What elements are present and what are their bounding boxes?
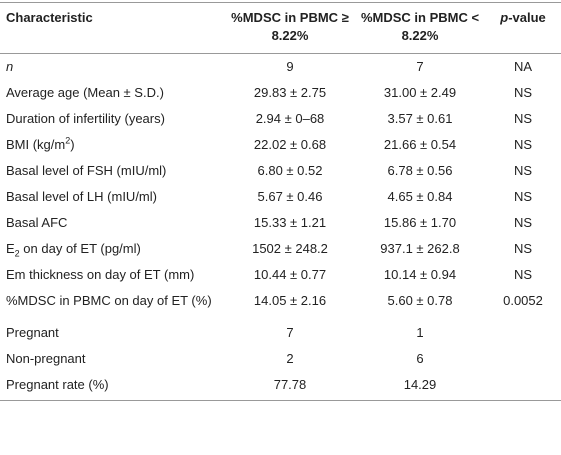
table-row: Basal AFC 15.33 ± 1.21 15.86 ± 1.70 NS bbox=[0, 210, 561, 236]
data-cell: NS bbox=[513, 267, 533, 282]
text-segment: %MDSC in PBMC on day of ET (%) bbox=[6, 293, 212, 308]
data-cell: 77.78 bbox=[225, 372, 355, 401]
row-label: Basal AFC bbox=[0, 210, 225, 236]
row-label: BMI (kg/m2) bbox=[0, 132, 225, 158]
text-segment: Basal level of FSH (mIU/ml) bbox=[6, 163, 167, 178]
data-cell: NS bbox=[513, 241, 533, 256]
data-cell: 31.00 ± 2.49 bbox=[383, 85, 457, 100]
data-cell: 14.29 bbox=[355, 372, 485, 401]
table-row: %MDSC in PBMC on day of ET (%) 14.05 ± 2.… bbox=[0, 288, 561, 320]
header-row: Characteristic %MDSC in PBMC ≥ 8.22% %MDSC… bbox=[0, 2, 561, 54]
row-label: Em thickness on day of ET (mm) bbox=[0, 262, 225, 288]
data-cell: 10.44 ± 0.77 bbox=[253, 267, 327, 282]
table-row: Pregnant 7 1 bbox=[0, 320, 561, 346]
table-row: Non-pregnant 2 6 bbox=[0, 346, 561, 372]
text-segment: n bbox=[6, 59, 14, 74]
text-segment: on day of ET (pg/ml) bbox=[19, 241, 141, 256]
data-cell: 10.14 ± 0.94 bbox=[383, 267, 457, 282]
data-cell: NS bbox=[513, 137, 533, 152]
text-segment: Pregnant rate (%) bbox=[6, 377, 109, 392]
table-row: Duration of infertility (years) 2.94 ± 0–… bbox=[0, 106, 561, 132]
header-cell: Characteristic bbox=[0, 2, 225, 54]
data-cell: 6 bbox=[416, 351, 424, 366]
row-label: E2 on day of ET (pg/ml) bbox=[0, 236, 225, 262]
table-row: BMI (kg/m2) 22.02 ± 0.68 21.66 ± 0.54 NS bbox=[0, 132, 561, 158]
table-body: n 9 7 NA Average age (Mean ± S.D.) 29.83 ± 2.… bbox=[0, 54, 561, 401]
data-cell: NS bbox=[513, 189, 533, 204]
data-cell: 29.83 ± 2.75 bbox=[253, 85, 327, 100]
header-cell: %MDSC in PBMC ≥ 8.22% bbox=[225, 2, 355, 54]
table-row: Basal level of LH (mIU/ml) 5.67 ± 0.46 4.6… bbox=[0, 184, 561, 210]
data-table: Characteristic %MDSC in PBMC ≥ 8.22% %MDSC… bbox=[0, 2, 561, 401]
text-segment: BMI (kg/m bbox=[6, 137, 66, 152]
data-cell: 2 bbox=[286, 351, 294, 366]
data-cell: 7 bbox=[286, 325, 294, 340]
text-segment: Basal level of LH (mIU/ml) bbox=[6, 189, 157, 204]
text-segment: 2 bbox=[14, 248, 20, 259]
data-cell: 1 bbox=[416, 325, 424, 340]
data-cell: 22.02 ± 0.68 bbox=[253, 137, 327, 152]
data-cell: 7 bbox=[416, 59, 424, 74]
data-cell: NA bbox=[513, 59, 533, 74]
text-segment: p bbox=[500, 10, 509, 25]
text-segment: Non-pregnant bbox=[6, 351, 86, 366]
data-cell: 3.57 ± 0.61 bbox=[387, 111, 453, 126]
text-segment: -value bbox=[508, 10, 546, 25]
text-segment: 2 bbox=[65, 135, 71, 146]
data-cell: 9 bbox=[286, 59, 294, 74]
data-cell: NS bbox=[513, 85, 533, 100]
data-cell: 15.33 ± 1.21 bbox=[253, 215, 327, 230]
data-cell: 21.66 ± 0.54 bbox=[383, 137, 457, 152]
table-row: Pregnant rate (%) 77.78 14.29 bbox=[0, 372, 561, 401]
text-segment: %MDSC in PBMC < 8.22% bbox=[360, 10, 480, 43]
row-label: Non-pregnant bbox=[0, 346, 225, 372]
table-row: Em thickness on day of ET (mm) 10.44 ± 0.… bbox=[0, 262, 561, 288]
data-cell: 937.1 ± 262.8 bbox=[380, 241, 460, 256]
data-cell: NS bbox=[513, 111, 533, 126]
data-cell: 6.80 ± 0.52 bbox=[257, 163, 323, 178]
row-label: %MDSC in PBMC on day of ET (%) bbox=[0, 288, 225, 320]
row-label: Pregnant bbox=[0, 320, 225, 346]
data-cell: 15.86 ± 1.70 bbox=[383, 215, 457, 230]
row-label: Average age (Mean ± S.D.) bbox=[0, 80, 225, 106]
data-cell: 14.05 ± 2.16 bbox=[253, 293, 327, 308]
text-segment: Characteristic bbox=[6, 10, 93, 25]
data-cell: 1502 ± 248.2 bbox=[252, 241, 328, 256]
row-label: Duration of infertility (years) bbox=[0, 106, 225, 132]
data-cell: NS bbox=[513, 215, 533, 230]
data-cell: 0.0052 bbox=[503, 293, 543, 308]
data-cell: 4.65 ± 0.84 bbox=[387, 189, 453, 204]
text-segment: E bbox=[6, 241, 15, 256]
row-label: Basal level of LH (mIU/ml) bbox=[0, 184, 225, 210]
text-segment: Average age (Mean ± S.D.) bbox=[6, 85, 164, 100]
table-row: E2 on day of ET (pg/ml) 1502 ± 248.2 937.1… bbox=[0, 236, 561, 262]
data-cell: 2.94 ± 0–68 bbox=[255, 111, 325, 126]
text-segment: Basal AFC bbox=[6, 215, 68, 230]
data-cell: 5.67 ± 0.46 bbox=[257, 189, 323, 204]
data-cell: 6.78 ± 0.56 bbox=[387, 163, 453, 178]
row-label: Basal level of FSH (mIU/ml) bbox=[0, 158, 225, 184]
data-cell: NS bbox=[513, 163, 533, 178]
row-label: n bbox=[0, 54, 225, 81]
data-cell bbox=[485, 372, 561, 401]
text-segment: ) bbox=[70, 137, 75, 152]
table-row: Average age (Mean ± S.D.) 29.83 ± 2.75 31.… bbox=[0, 80, 561, 106]
header-cell: %MDSC in PBMC < 8.22% bbox=[355, 2, 485, 54]
text-segment: Duration of infertility (years) bbox=[6, 111, 165, 126]
text-segment: Em thickness on day of ET (mm) bbox=[6, 267, 195, 282]
data-cell bbox=[485, 320, 561, 346]
table-row: Basal level of FSH (mIU/ml) 6.80 ± 0.52 6.… bbox=[0, 158, 561, 184]
data-cell bbox=[485, 346, 561, 372]
text-segment: %MDSC in PBMC ≥ 8.22% bbox=[231, 10, 349, 43]
data-cell: 5.60 ± 0.78 bbox=[387, 293, 453, 308]
header-cell: p-value bbox=[485, 2, 561, 54]
text-segment: Pregnant bbox=[6, 325, 59, 340]
row-label: Pregnant rate (%) bbox=[0, 372, 225, 401]
table-row: n 9 7 NA bbox=[0, 54, 561, 81]
